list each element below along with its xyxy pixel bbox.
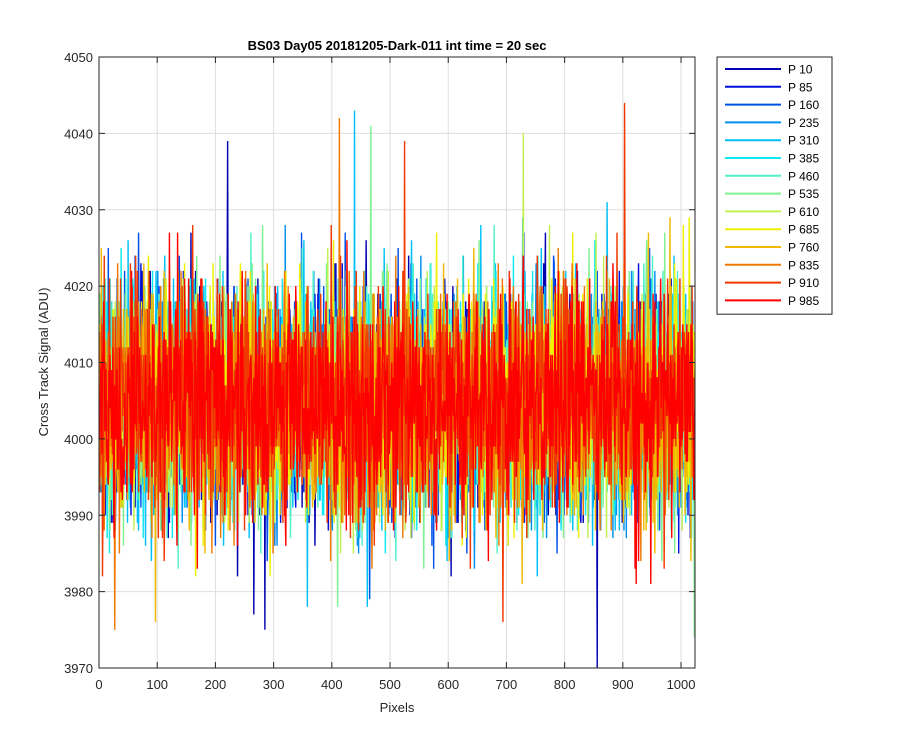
- x-tick-label: 800: [554, 677, 576, 692]
- series-line-p985: [99, 232, 695, 584]
- x-tick-label: 100: [146, 677, 168, 692]
- legend-label: P 685: [788, 223, 819, 237]
- legend-label: P 910: [788, 276, 819, 290]
- y-tick-label: 4020: [64, 279, 93, 294]
- legend-label: P 760: [788, 241, 819, 255]
- x-tick-label: 700: [496, 677, 518, 692]
- y-tick-label: 4010: [64, 356, 93, 371]
- legend-label: P 610: [788, 205, 819, 219]
- x-axis-label: Pixels: [380, 700, 415, 715]
- legend-label: P 460: [788, 169, 819, 183]
- x-tick-label: 500: [379, 677, 401, 692]
- legend-label: P 310: [788, 134, 819, 148]
- series-layer: [99, 102, 695, 668]
- y-tick-label: 4000: [64, 432, 93, 447]
- legend-label: P 385: [788, 152, 819, 166]
- axis-ticks: 0 100 200 300 400 500 600 700 800 900 1000 3970 3980…: [64, 50, 695, 692]
- x-tick-label: 200: [205, 677, 227, 692]
- x-tick-label: 600: [437, 677, 459, 692]
- legend-label: P 160: [788, 98, 819, 112]
- legend-label: P 85: [788, 80, 813, 94]
- y-axis-label: Cross Track Signal (ADU): [36, 288, 51, 437]
- y-tick-label: 4040: [64, 126, 93, 141]
- x-tick-label: 900: [612, 677, 634, 692]
- y-tick-label: 3990: [64, 508, 93, 523]
- legend-label: P 985: [788, 294, 819, 308]
- y-tick-label: 3970: [64, 661, 93, 676]
- legend: P 10 P 85 P 160 P 235 P 310 P 385 P 460 P 535 P …: [716, 56, 833, 315]
- y-tick-label: 4030: [64, 203, 93, 218]
- legend-box: [716, 56, 833, 315]
- x-tick-label: 1000: [667, 677, 696, 692]
- legend-label: P 835: [788, 258, 819, 272]
- y-tick-label: 3980: [64, 585, 93, 600]
- legend-label: P 235: [788, 116, 819, 130]
- y-tick-label: 4050: [64, 50, 93, 65]
- x-tick-label: 300: [263, 677, 285, 692]
- legend-label: P 10: [788, 63, 813, 77]
- x-tick-label: 400: [321, 677, 343, 692]
- x-tick-label: 0: [95, 677, 102, 692]
- chart-title: BS03 Day05 20181205-Dark-011 int time = …: [248, 38, 547, 53]
- legend-label: P 535: [788, 187, 819, 201]
